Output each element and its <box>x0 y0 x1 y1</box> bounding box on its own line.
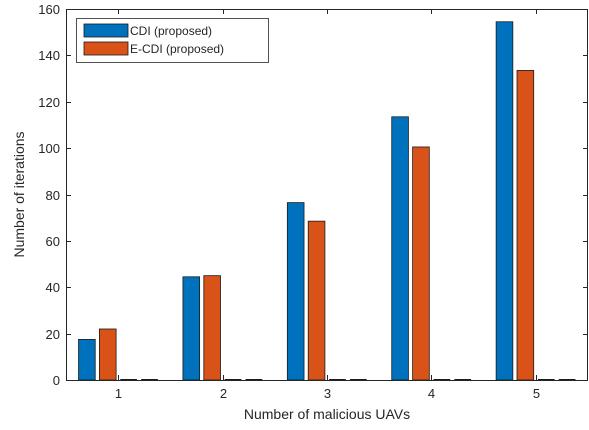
x-tick-label: 3 <box>324 386 331 401</box>
bar-series1-cat5 <box>495 21 514 381</box>
bar-series1-cat2 <box>182 276 201 381</box>
legend: CDI (proposed) E-CDI (proposed) <box>76 18 269 63</box>
bar-series1-cat3 <box>286 202 305 381</box>
bar-series2-cat1 <box>99 328 117 381</box>
bar-series1-cat4 <box>391 116 409 381</box>
bar-series2-cat2 <box>203 275 221 381</box>
y-axis-label: Number of iterations <box>11 131 27 257</box>
plot-frame <box>66 9 588 381</box>
x-tick-label: 1 <box>115 386 122 401</box>
bar-series2-cat5 <box>516 70 535 381</box>
legend-swatch-2 <box>83 41 129 56</box>
legend-label-2: E-CDI (proposed) <box>130 42 224 56</box>
y-tick-label: 80 <box>46 188 60 203</box>
bar-series2-cat3 <box>307 220 326 381</box>
x-axis-label: Number of malicious UAVs <box>244 406 410 422</box>
x-tick-label: 2 <box>220 386 227 401</box>
y-tick-label: 60 <box>46 234 60 249</box>
x-tick-label: 4 <box>428 386 435 401</box>
y-tick-label: 100 <box>38 141 60 156</box>
x-tick-label: 5 <box>533 386 540 401</box>
y-tick-label: 40 <box>46 280 60 295</box>
y-tick-label: 120 <box>38 95 60 110</box>
ticks-group: 0 20 40 60 80 100 120 140 160 1 2 3 4 5 <box>38 2 588 401</box>
y-tick-label: 20 <box>46 327 60 342</box>
bars-group <box>78 21 576 381</box>
bar-series2-cat4 <box>412 146 430 381</box>
y-tick-label: 0 <box>53 373 60 388</box>
legend-label-1: CDI (proposed) <box>130 24 212 38</box>
bar-series1-cat1 <box>78 339 96 381</box>
y-tick-label: 140 <box>38 48 60 63</box>
y-tick-label: 160 <box>38 2 60 17</box>
legend-swatch-1 <box>83 23 129 38</box>
